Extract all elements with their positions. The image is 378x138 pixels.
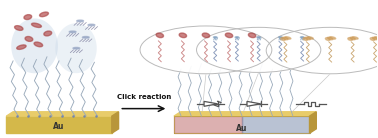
Circle shape <box>266 27 378 74</box>
Ellipse shape <box>280 38 285 40</box>
Circle shape <box>257 37 260 38</box>
Ellipse shape <box>307 37 313 39</box>
Ellipse shape <box>370 38 375 40</box>
Circle shape <box>197 27 321 72</box>
Ellipse shape <box>348 38 353 40</box>
Polygon shape <box>6 116 112 133</box>
Polygon shape <box>204 101 218 106</box>
Polygon shape <box>174 116 242 133</box>
Circle shape <box>301 37 304 38</box>
Ellipse shape <box>24 15 32 19</box>
Ellipse shape <box>34 42 43 47</box>
Polygon shape <box>11 18 58 73</box>
Ellipse shape <box>25 37 33 41</box>
Text: Au: Au <box>236 124 248 133</box>
Ellipse shape <box>69 31 76 33</box>
Circle shape <box>235 37 239 38</box>
Ellipse shape <box>225 33 233 38</box>
Polygon shape <box>247 101 260 106</box>
Ellipse shape <box>40 12 48 17</box>
Polygon shape <box>112 112 119 133</box>
Ellipse shape <box>88 24 95 26</box>
Ellipse shape <box>73 47 80 49</box>
Ellipse shape <box>303 38 308 40</box>
Text: Click reaction: Click reaction <box>117 94 171 100</box>
Circle shape <box>214 37 217 38</box>
Circle shape <box>140 26 272 74</box>
Ellipse shape <box>283 37 288 40</box>
Ellipse shape <box>17 45 26 49</box>
Ellipse shape <box>77 20 84 22</box>
Ellipse shape <box>15 26 23 30</box>
Polygon shape <box>242 116 310 133</box>
Text: Au: Au <box>53 122 65 131</box>
Ellipse shape <box>375 37 378 39</box>
Ellipse shape <box>372 37 378 40</box>
Ellipse shape <box>202 33 210 38</box>
Ellipse shape <box>285 37 291 39</box>
Ellipse shape <box>31 23 42 27</box>
Ellipse shape <box>248 33 256 38</box>
Ellipse shape <box>44 31 52 36</box>
Ellipse shape <box>352 37 358 39</box>
Ellipse shape <box>325 38 330 40</box>
Ellipse shape <box>328 37 333 40</box>
Polygon shape <box>55 23 97 73</box>
Ellipse shape <box>330 37 336 39</box>
Ellipse shape <box>305 37 310 40</box>
Ellipse shape <box>82 36 89 38</box>
Ellipse shape <box>179 33 187 38</box>
Polygon shape <box>310 112 316 133</box>
Ellipse shape <box>350 37 355 40</box>
Polygon shape <box>6 112 119 116</box>
Polygon shape <box>174 112 316 116</box>
Ellipse shape <box>156 33 164 38</box>
Circle shape <box>279 37 282 38</box>
